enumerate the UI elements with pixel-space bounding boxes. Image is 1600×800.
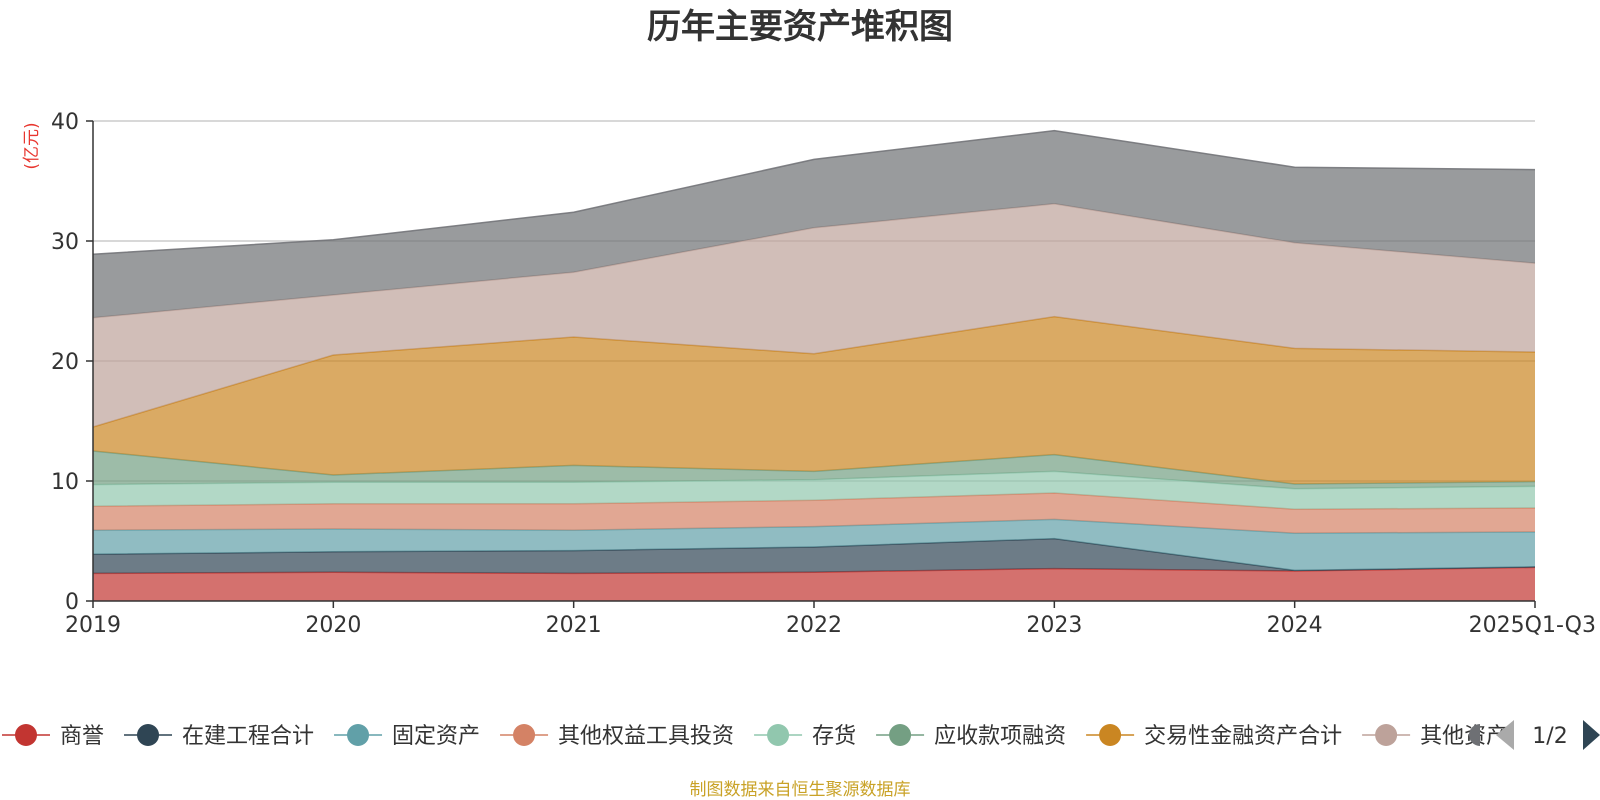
data-source-note: 制图数据来自恒生聚源数据库 <box>690 780 911 800</box>
area-series-1[interactable] <box>93 567 1535 601</box>
legend-marker <box>347 724 370 746</box>
legend-prev-page-icon[interactable] <box>1496 720 1514 750</box>
legend-label: 交易性金融资产合计 <box>1144 724 1342 749</box>
x-tick-label: 2019 <box>65 613 121 638</box>
legend-marker <box>15 724 37 746</box>
area-series-7[interactable] <box>93 316 1535 484</box>
area-series-line-9 <box>92 129 1536 255</box>
legend-marker <box>767 724 790 746</box>
y-axis-unit-label: (亿元) <box>22 122 42 169</box>
area-series-9[interactable] <box>93 130 1535 318</box>
y-tick-label: 0 <box>65 590 79 615</box>
chart-title: 历年主要资产堆积图 <box>647 7 953 47</box>
y-tick-label: 10 <box>51 470 79 495</box>
legend-item-7[interactable]: 交易性金融资产合计 <box>1086 724 1342 749</box>
y-tick-label: 40 <box>51 110 79 135</box>
legend-label: 在建工程合计 <box>182 724 314 749</box>
legend-item-5[interactable]: 存货 <box>754 724 856 749</box>
axes: 0 10 20 30 40 2019 2020 2021 2022 2023 2024 2025Q1-… <box>51 110 1596 638</box>
legend-item-3[interactable]: 固定资产 <box>334 724 480 749</box>
x-tick-label: 2022 <box>786 613 842 638</box>
legend-item-9-partial[interactable] <box>1468 724 1480 746</box>
legend-label: 存货 <box>812 724 856 749</box>
legend: 商誉 在建工程合计 固定资产 其他权益工具投资 存货 应收款项融资 交易性金融资产合计 其他资… <box>2 720 1600 750</box>
legend-label: 其他资产 <box>1420 724 1508 749</box>
x-tick-label: 2020 <box>305 613 361 638</box>
legend-marker <box>1469 724 1480 746</box>
legend-marker <box>137 724 160 746</box>
x-tick-label: 2021 <box>546 613 602 638</box>
area-series-6[interactable] <box>93 451 1535 489</box>
x-tick-label: 2024 <box>1267 613 1323 638</box>
legend-next-page-icon[interactable] <box>1583 720 1600 750</box>
area-series-8[interactable] <box>93 203 1535 427</box>
y-tick-label: 30 <box>51 230 79 255</box>
x-tick-label: 2023 <box>1026 613 1082 638</box>
area-series-2[interactable] <box>93 538 1535 574</box>
legend-marker <box>1099 724 1122 746</box>
legend-marker <box>1375 724 1398 746</box>
legend-marker <box>513 724 536 746</box>
legend-item-8[interactable]: 其他资产 <box>1362 724 1508 749</box>
legend-item-1[interactable]: 商誉 <box>2 724 104 749</box>
legend-marker <box>889 724 912 746</box>
y-tick-label: 20 <box>51 350 79 375</box>
area-series-4[interactable] <box>93 493 1535 534</box>
legend-item-4[interactable]: 其他权益工具投资 <box>500 724 734 749</box>
area-series-3[interactable] <box>93 519 1535 571</box>
legend-label: 应收款项融资 <box>934 724 1066 749</box>
legend-page-indicator: 1/2 <box>1532 724 1567 749</box>
legend-label: 固定资产 <box>392 724 480 749</box>
area-series-group <box>92 129 1536 601</box>
x-tick-label: 2025Q1-Q3 <box>1469 613 1596 638</box>
legend-label: 商誉 <box>60 724 104 749</box>
legend-label: 其他权益工具投资 <box>558 724 734 749</box>
legend-item-6[interactable]: 应收款项融资 <box>876 724 1066 749</box>
legend-item-2[interactable]: 在建工程合计 <box>124 724 314 749</box>
